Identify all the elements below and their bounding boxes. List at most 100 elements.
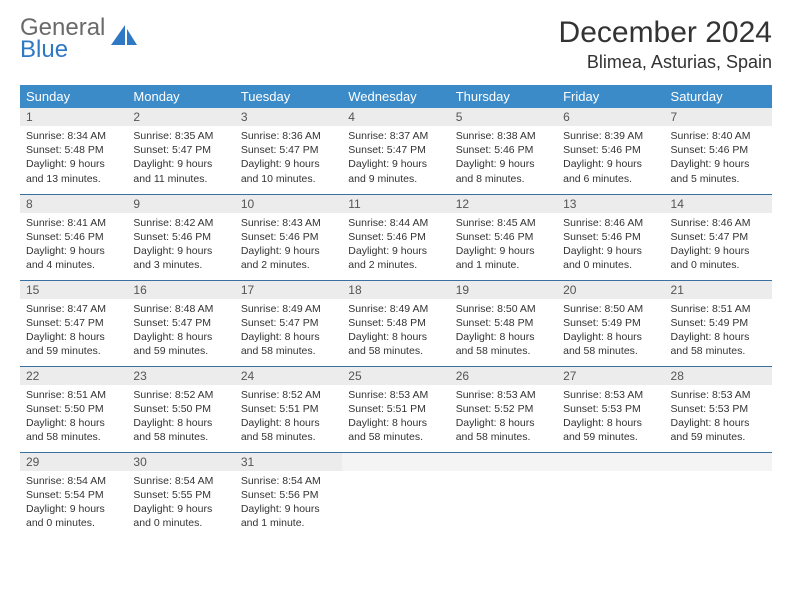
daylight-text: Daylight: 9 hours and 10 minutes. <box>241 157 336 185</box>
sunset-text: Sunset: 5:49 PM <box>671 316 766 330</box>
day-info: Sunrise: 8:53 AMSunset: 5:53 PMDaylight:… <box>557 385 664 449</box>
day-info: Sunrise: 8:35 AMSunset: 5:47 PMDaylight:… <box>127 126 234 190</box>
day-info: Sunrise: 8:53 AMSunset: 5:53 PMDaylight:… <box>665 385 772 449</box>
sunset-text: Sunset: 5:46 PM <box>456 230 551 244</box>
day-number: 22 <box>20 367 127 385</box>
sunrise-text: Sunrise: 8:35 AM <box>133 129 228 143</box>
day-number: 4 <box>342 108 449 126</box>
sunrise-text: Sunrise: 8:52 AM <box>241 388 336 402</box>
day-number: 25 <box>342 367 449 385</box>
sunrise-text: Sunrise: 8:51 AM <box>671 302 766 316</box>
day-info: Sunrise: 8:50 AMSunset: 5:49 PMDaylight:… <box>557 299 664 363</box>
sunset-text: Sunset: 5:56 PM <box>241 488 336 502</box>
daylight-text: Daylight: 8 hours and 59 minutes. <box>671 416 766 444</box>
sunrise-text: Sunrise: 8:53 AM <box>563 388 658 402</box>
day-info: Sunrise: 8:34 AMSunset: 5:48 PMDaylight:… <box>20 126 127 190</box>
sunset-text: Sunset: 5:51 PM <box>348 402 443 416</box>
daylight-text: Daylight: 8 hours and 58 minutes. <box>563 330 658 358</box>
sunset-text: Sunset: 5:53 PM <box>563 402 658 416</box>
sunrise-text: Sunrise: 8:34 AM <box>26 129 121 143</box>
day-number: 13 <box>557 195 664 213</box>
day-info: Sunrise: 8:49 AMSunset: 5:47 PMDaylight:… <box>235 299 342 363</box>
sunrise-text: Sunrise: 8:46 AM <box>671 216 766 230</box>
day-info: Sunrise: 8:53 AMSunset: 5:52 PMDaylight:… <box>450 385 557 449</box>
day-info: Sunrise: 8:54 AMSunset: 5:56 PMDaylight:… <box>235 471 342 535</box>
day-info: Sunrise: 8:50 AMSunset: 5:48 PMDaylight:… <box>450 299 557 363</box>
sunset-text: Sunset: 5:46 PM <box>563 230 658 244</box>
header: General Blue December 2024 Blimea, Astur… <box>20 16 772 73</box>
sunset-text: Sunset: 5:47 PM <box>241 316 336 330</box>
sunrise-text: Sunrise: 8:51 AM <box>26 388 121 402</box>
day-info: Sunrise: 8:51 AMSunset: 5:50 PMDaylight:… <box>20 385 127 449</box>
calendar-cell: 1Sunrise: 8:34 AMSunset: 5:48 PMDaylight… <box>20 108 127 194</box>
sunset-text: Sunset: 5:47 PM <box>133 143 228 157</box>
daylight-text: Daylight: 9 hours and 0 minutes. <box>563 244 658 272</box>
daylight-text: Daylight: 9 hours and 11 minutes. <box>133 157 228 185</box>
sunset-text: Sunset: 5:46 PM <box>563 143 658 157</box>
sunrise-text: Sunrise: 8:53 AM <box>456 388 551 402</box>
day-number: 9 <box>127 195 234 213</box>
sunset-text: Sunset: 5:53 PM <box>671 402 766 416</box>
sunset-text: Sunset: 5:47 PM <box>671 230 766 244</box>
calendar-cell <box>665 452 772 538</box>
calendar-cell <box>450 452 557 538</box>
day-info: Sunrise: 8:54 AMSunset: 5:55 PMDaylight:… <box>127 471 234 535</box>
sunset-text: Sunset: 5:46 PM <box>26 230 121 244</box>
calendar-cell: 6Sunrise: 8:39 AMSunset: 5:46 PMDaylight… <box>557 108 664 194</box>
sunset-text: Sunset: 5:47 PM <box>348 143 443 157</box>
sunset-text: Sunset: 5:50 PM <box>133 402 228 416</box>
daylight-text: Daylight: 9 hours and 13 minutes. <box>26 157 121 185</box>
day-number: 11 <box>342 195 449 213</box>
title-block: December 2024 Blimea, Asturias, Spain <box>559 16 772 73</box>
sail-icon <box>109 23 139 56</box>
sunrise-text: Sunrise: 8:50 AM <box>563 302 658 316</box>
sunrise-text: Sunrise: 8:47 AM <box>26 302 121 316</box>
day-number: 7 <box>665 108 772 126</box>
day-number: 27 <box>557 367 664 385</box>
brand-logo: General Blue <box>20 16 139 62</box>
day-info: Sunrise: 8:41 AMSunset: 5:46 PMDaylight:… <box>20 213 127 277</box>
day-info: Sunrise: 8:42 AMSunset: 5:46 PMDaylight:… <box>127 213 234 277</box>
calendar-cell: 25Sunrise: 8:53 AMSunset: 5:51 PMDayligh… <box>342 366 449 452</box>
sunset-text: Sunset: 5:47 PM <box>26 316 121 330</box>
sunrise-text: Sunrise: 8:45 AM <box>456 216 551 230</box>
calendar-cell: 28Sunrise: 8:53 AMSunset: 5:53 PMDayligh… <box>665 366 772 452</box>
sunrise-text: Sunrise: 8:36 AM <box>241 129 336 143</box>
calendar-cell: 31Sunrise: 8:54 AMSunset: 5:56 PMDayligh… <box>235 452 342 538</box>
day-info: Sunrise: 8:48 AMSunset: 5:47 PMDaylight:… <box>127 299 234 363</box>
sunrise-text: Sunrise: 8:38 AM <box>456 129 551 143</box>
calendar-cell: 24Sunrise: 8:52 AMSunset: 5:51 PMDayligh… <box>235 366 342 452</box>
sunset-text: Sunset: 5:46 PM <box>133 230 228 244</box>
day-info: Sunrise: 8:47 AMSunset: 5:47 PMDaylight:… <box>20 299 127 363</box>
calendar-cell: 22Sunrise: 8:51 AMSunset: 5:50 PMDayligh… <box>20 366 127 452</box>
sunrise-text: Sunrise: 8:54 AM <box>133 474 228 488</box>
daylight-text: Daylight: 8 hours and 59 minutes. <box>26 330 121 358</box>
calendar-cell: 10Sunrise: 8:43 AMSunset: 5:46 PMDayligh… <box>235 194 342 280</box>
weekday-header: Friday <box>557 85 664 108</box>
daylight-text: Daylight: 9 hours and 1 minute. <box>456 244 551 272</box>
day-number: 8 <box>20 195 127 213</box>
day-number: 31 <box>235 453 342 471</box>
day-info: Sunrise: 8:45 AMSunset: 5:46 PMDaylight:… <box>450 213 557 277</box>
sunrise-text: Sunrise: 8:44 AM <box>348 216 443 230</box>
daylight-text: Daylight: 9 hours and 8 minutes. <box>456 157 551 185</box>
day-number: 23 <box>127 367 234 385</box>
calendar-cell: 4Sunrise: 8:37 AMSunset: 5:47 PMDaylight… <box>342 108 449 194</box>
day-number: 26 <box>450 367 557 385</box>
day-info: Sunrise: 8:36 AMSunset: 5:47 PMDaylight:… <box>235 126 342 190</box>
weekday-header: Sunday <box>20 85 127 108</box>
sunset-text: Sunset: 5:46 PM <box>456 143 551 157</box>
calendar-cell: 7Sunrise: 8:40 AMSunset: 5:46 PMDaylight… <box>665 108 772 194</box>
daylight-text: Daylight: 9 hours and 0 minutes. <box>26 502 121 530</box>
day-info: Sunrise: 8:52 AMSunset: 5:51 PMDaylight:… <box>235 385 342 449</box>
daylight-text: Daylight: 9 hours and 6 minutes. <box>563 157 658 185</box>
daylight-text: Daylight: 9 hours and 3 minutes. <box>133 244 228 272</box>
calendar-cell: 2Sunrise: 8:35 AMSunset: 5:47 PMDaylight… <box>127 108 234 194</box>
day-number: 3 <box>235 108 342 126</box>
calendar-cell: 18Sunrise: 8:49 AMSunset: 5:48 PMDayligh… <box>342 280 449 366</box>
day-info: Sunrise: 8:40 AMSunset: 5:46 PMDaylight:… <box>665 126 772 190</box>
daylight-text: Daylight: 8 hours and 58 minutes. <box>348 330 443 358</box>
sunrise-text: Sunrise: 8:48 AM <box>133 302 228 316</box>
sunrise-text: Sunrise: 8:37 AM <box>348 129 443 143</box>
calendar-cell: 8Sunrise: 8:41 AMSunset: 5:46 PMDaylight… <box>20 194 127 280</box>
